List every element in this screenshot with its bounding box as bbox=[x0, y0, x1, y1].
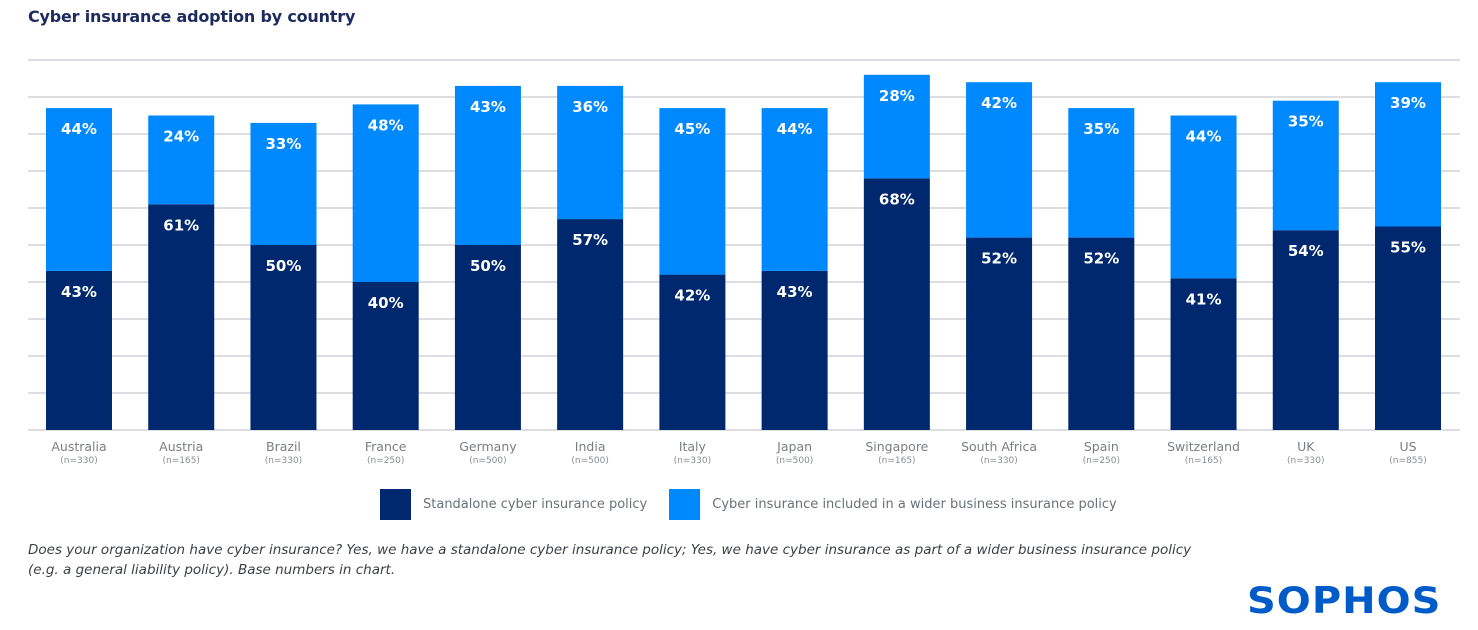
x-tick-label: Spain bbox=[1084, 439, 1119, 454]
bar-wider-policy-us bbox=[1375, 82, 1441, 227]
base-size-label: (n=250) bbox=[1083, 456, 1120, 466]
bar-standalone-india bbox=[557, 219, 624, 430]
data-label: 41% bbox=[1186, 290, 1222, 308]
bar-standalone-south-africa bbox=[966, 237, 1033, 430]
x-tick-label: UK bbox=[1297, 439, 1315, 454]
data-label: 50% bbox=[470, 257, 506, 275]
bar-wider-policy-germany bbox=[454, 85, 521, 246]
x-tick-label: Brazil bbox=[266, 439, 301, 454]
legend: Standalone cyber insurance policy Cyber … bbox=[380, 489, 1139, 520]
bar-wider-policy-india bbox=[557, 85, 624, 220]
x-tick-label: US bbox=[1399, 439, 1416, 454]
base-size-label: (n=165) bbox=[878, 456, 915, 466]
data-label: 28% bbox=[879, 87, 915, 105]
x-tick-label: Germany bbox=[459, 439, 517, 454]
data-label: 50% bbox=[266, 257, 302, 275]
bar-wider-policy-brazil bbox=[250, 122, 317, 245]
bar-standalone-us bbox=[1375, 226, 1441, 430]
base-size-label: (n=500) bbox=[571, 456, 608, 466]
base-size-label: (n=500) bbox=[469, 456, 506, 466]
data-label: 42% bbox=[981, 94, 1017, 112]
bar-wider-policy-singapore bbox=[863, 74, 930, 179]
bar-standalone-uk bbox=[1272, 230, 1339, 430]
data-label: 45% bbox=[674, 120, 710, 138]
bar-wider-policy-italy bbox=[659, 108, 726, 275]
data-label: 39% bbox=[1390, 94, 1426, 112]
bar-standalone-spain bbox=[1068, 237, 1135, 430]
data-label: 44% bbox=[777, 120, 813, 138]
base-size-label: (n=330) bbox=[60, 456, 97, 466]
x-tick-label: France bbox=[365, 439, 407, 454]
base-size-label: (n=855) bbox=[1389, 456, 1426, 466]
bar-standalone-australia bbox=[46, 270, 112, 430]
base-size-label: (n=330) bbox=[265, 456, 302, 466]
bar-standalone-austria bbox=[148, 204, 215, 430]
data-label: 54% bbox=[1288, 242, 1324, 260]
x-tick-label: Australia bbox=[51, 439, 106, 454]
x-tick-label: Austria bbox=[159, 439, 203, 454]
legend-item-wider-policy: Cyber insurance included in a wider busi… bbox=[669, 489, 1117, 520]
data-label: 40% bbox=[368, 294, 404, 312]
bar-wider-policy-japan bbox=[761, 108, 828, 271]
bar-standalone-japan bbox=[761, 270, 828, 430]
data-label: 43% bbox=[61, 283, 97, 301]
footnote-line-1: Does your organization have cyber insura… bbox=[28, 542, 1192, 558]
data-label: 48% bbox=[368, 116, 404, 134]
sophos-logo: SOPHOS bbox=[1247, 580, 1442, 623]
base-size-label: (n=165) bbox=[163, 456, 200, 466]
data-label: 52% bbox=[1083, 250, 1119, 268]
data-label: 35% bbox=[1288, 113, 1324, 131]
bar-standalone-france bbox=[352, 282, 419, 430]
base-size-label: (n=250) bbox=[367, 456, 404, 466]
bar-wider-policy-south-africa bbox=[966, 82, 1033, 238]
data-label: 35% bbox=[1083, 120, 1119, 138]
data-label: 44% bbox=[1186, 128, 1222, 146]
footnote: Does your organization have cyber insura… bbox=[28, 540, 1288, 580]
bar-wider-policy-france bbox=[352, 104, 419, 283]
data-label: 55% bbox=[1390, 239, 1426, 257]
x-tick-label: Italy bbox=[679, 439, 707, 454]
bar-standalone-switzerland bbox=[1170, 278, 1237, 430]
x-tick-label: Singapore bbox=[865, 439, 928, 454]
bar-standalone-singapore bbox=[863, 178, 930, 430]
base-size-label: (n=165) bbox=[1185, 456, 1222, 466]
stacked-bar-chart: 43% 44% Australia (n=330) 61% 24% Austria (n=16… bbox=[28, 59, 1460, 466]
bar-wider-policy-uk bbox=[1272, 100, 1339, 231]
bar-wider-policy-switzerland bbox=[1170, 115, 1237, 279]
legend-item-standalone: Standalone cyber insurance policy bbox=[380, 489, 647, 520]
base-size-label: (n=500) bbox=[776, 456, 813, 466]
base-size-label: (n=330) bbox=[1287, 456, 1324, 466]
data-label: 44% bbox=[61, 120, 97, 138]
legend-swatch-standalone bbox=[380, 489, 411, 520]
x-tick-label: India bbox=[575, 439, 606, 454]
data-label: 68% bbox=[879, 190, 915, 208]
x-tick-label: Switzerland bbox=[1167, 439, 1240, 454]
data-label: 42% bbox=[674, 287, 710, 305]
footnote-line-2: (e.g. a general liability policy). Base … bbox=[28, 562, 396, 578]
x-tick-label: Japan bbox=[776, 439, 812, 454]
bar-wider-policy-spain bbox=[1068, 108, 1135, 238]
chart-title: Cyber insurance adoption by country bbox=[28, 7, 356, 26]
bar-standalone-brazil bbox=[250, 245, 317, 430]
data-label: 43% bbox=[777, 283, 813, 301]
bar-standalone-germany bbox=[454, 245, 521, 430]
data-label: 61% bbox=[163, 216, 199, 234]
base-size-label: (n=330) bbox=[674, 456, 711, 466]
data-label: 24% bbox=[163, 128, 199, 146]
data-label: 33% bbox=[266, 135, 302, 153]
bar-standalone-italy bbox=[659, 274, 726, 430]
data-label: 57% bbox=[572, 231, 608, 249]
bar-wider-policy-austria bbox=[148, 115, 215, 205]
legend-label-wider-policy: Cyber insurance included in a wider busi… bbox=[712, 497, 1117, 512]
base-size-label: (n=330) bbox=[980, 456, 1017, 466]
data-label: 36% bbox=[572, 98, 608, 116]
data-label: 52% bbox=[981, 250, 1017, 268]
bar-wider-policy-australia bbox=[46, 108, 112, 271]
legend-label-standalone: Standalone cyber insurance policy bbox=[423, 497, 648, 512]
x-tick-label: South Africa bbox=[961, 439, 1037, 454]
legend-swatch-wider-policy bbox=[669, 489, 701, 520]
data-label: 43% bbox=[470, 98, 506, 116]
